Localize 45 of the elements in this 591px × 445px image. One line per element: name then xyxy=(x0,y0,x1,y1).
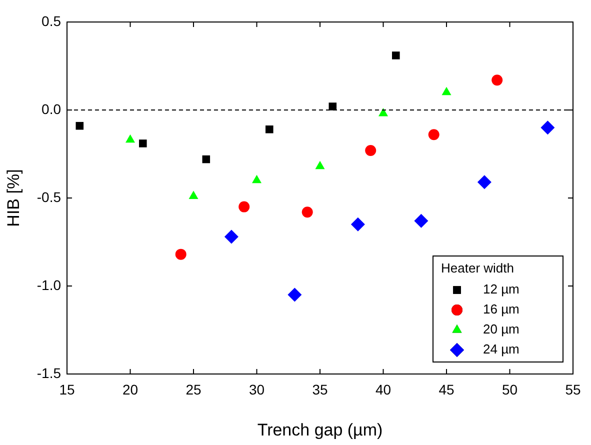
y-tick-label: -1.0 xyxy=(36,276,62,293)
x-tick-label: 55 xyxy=(565,381,581,398)
legend-label: 20 µm xyxy=(483,322,520,337)
point xyxy=(266,125,274,134)
point xyxy=(288,288,302,302)
point xyxy=(175,248,186,260)
point xyxy=(414,214,428,228)
point xyxy=(302,206,313,218)
point xyxy=(252,174,262,184)
point xyxy=(202,155,210,164)
legend-label: 16 µm xyxy=(483,302,520,317)
point xyxy=(139,140,147,148)
point xyxy=(350,217,365,232)
point xyxy=(392,52,400,60)
y-tick-label: -0.5 xyxy=(36,188,62,205)
x-tick-label: 20 xyxy=(122,381,138,398)
x-tick-label: 50 xyxy=(502,381,518,398)
point xyxy=(76,122,84,130)
y-axis-title: HIB [%] xyxy=(4,169,23,227)
legend-label: 24 µm xyxy=(483,342,520,357)
point xyxy=(378,108,388,116)
point xyxy=(428,129,440,140)
x-tick-label: 15 xyxy=(59,381,75,398)
x-tick-label: 30 xyxy=(248,381,265,398)
x-axis-title: Trench gap (µm) xyxy=(257,420,383,440)
x-tick-label: 40 xyxy=(375,381,392,398)
y-tick-label: -1.5 xyxy=(36,364,62,381)
y-tick-label: 0.0 xyxy=(42,100,62,117)
point xyxy=(328,102,337,110)
point xyxy=(477,175,492,190)
point xyxy=(238,201,250,212)
point xyxy=(315,160,325,170)
legend-title: Heater width xyxy=(441,260,514,276)
point xyxy=(492,74,503,86)
x-tick-label: 35 xyxy=(312,381,328,398)
point xyxy=(125,134,136,143)
x-tick-label: 45 xyxy=(438,381,454,398)
legend-label: 12 µm xyxy=(483,282,520,297)
point xyxy=(540,120,555,135)
point xyxy=(365,144,376,156)
point xyxy=(188,190,198,199)
x-tick-label: 25 xyxy=(186,381,202,398)
y-tick-label: 0.5 xyxy=(42,12,62,29)
point xyxy=(224,230,238,244)
point xyxy=(442,86,452,96)
